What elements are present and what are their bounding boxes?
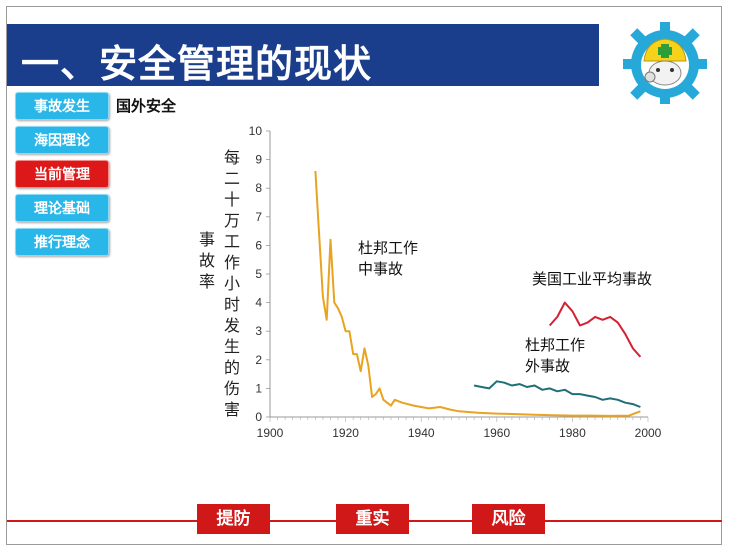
y-tick-label: 3: [255, 324, 262, 338]
y-axis-label-char: 的: [224, 358, 240, 377]
footer-button-fengxian[interactable]: 风险: [472, 504, 545, 534]
series-line-1: [473, 380, 641, 408]
y-axis-label-char: 发: [224, 316, 240, 335]
y-tick-label: 0: [255, 410, 262, 424]
y-axis-label-char: 二: [224, 169, 240, 188]
series-line-0: [314, 170, 641, 417]
y-axis-label-char: 工: [224, 232, 240, 251]
nav-button-4[interactable]: 推行理念: [15, 228, 109, 256]
page-title: 一、安全管理的现状: [21, 42, 373, 86]
footer-button-tifang[interactable]: 提防: [197, 504, 270, 534]
y-tick-label: 5: [255, 267, 262, 281]
y-axis-label-char: 率: [199, 272, 215, 291]
y-axis-label-char: 故: [199, 251, 215, 270]
series-line-2: [548, 301, 642, 358]
nav-button-0[interactable]: 事故发生: [15, 92, 109, 120]
series-annotation-label: 美国工业平均事故: [532, 270, 652, 288]
y-axis-label-char: 万: [224, 211, 240, 230]
y-axis-label-char: 时: [224, 295, 240, 314]
injury-rate-chart: 1900 1920 1940 1960 1980 2000 0 1 2 3 4 5 6 7 8 9 10 每二十万…: [199, 124, 662, 440]
footer-button-zhongshi[interactable]: 重实: [336, 504, 409, 534]
title-bar: 一、安全管理的现状: [7, 24, 599, 86]
series-annotation-label: 杜邦工作: [358, 239, 418, 257]
y-axis-label-char: 伤: [224, 379, 240, 398]
nav-button-3[interactable]: 理论基础: [15, 194, 109, 222]
y-axis-label-char: 每: [224, 148, 240, 167]
y-tick-label: 9: [255, 153, 262, 167]
series-annotation-label: 杜邦工作: [525, 336, 585, 354]
series-annotation-label: 中事故: [358, 260, 403, 278]
y-tick-label: 6: [255, 238, 262, 252]
y-axis-label-char: 事: [199, 230, 215, 249]
slide-frame: [6, 6, 722, 545]
x-tick-label: 1960: [483, 426, 510, 440]
series-annotation-label: 外事故: [525, 357, 570, 375]
x-tick-label: 2000: [635, 426, 662, 440]
nav-button-1[interactable]: 海因理论: [15, 126, 109, 154]
y-axis-label-char: 十: [224, 190, 240, 209]
side-nav: 事故发生海因理论当前管理理论基础推行理念: [15, 92, 109, 262]
x-tick-label: 1940: [408, 426, 435, 440]
y-tick-label: 8: [255, 181, 262, 195]
section-subtitle: 国外安全: [116, 97, 177, 115]
y-tick-label: 1: [255, 381, 262, 395]
nav-button-2[interactable]: 当前管理: [15, 160, 109, 188]
y-axis-label-char: 作: [224, 253, 240, 272]
y-axis-label-char: 小: [224, 274, 240, 293]
safety-mascot-logo-icon: [623, 22, 707, 104]
y-axis-label-char: 生: [224, 337, 240, 356]
y-tick-label: 7: [255, 210, 262, 224]
y-tick-label: 4: [255, 296, 262, 310]
x-tick-label: 1980: [559, 426, 586, 440]
y-tick-label: 2: [255, 353, 262, 367]
x-tick-label: 1900: [257, 426, 284, 440]
x-tick-label: 1920: [332, 426, 359, 440]
y-axis-label-char: 害: [224, 400, 240, 419]
y-tick-label: 10: [249, 124, 263, 138]
